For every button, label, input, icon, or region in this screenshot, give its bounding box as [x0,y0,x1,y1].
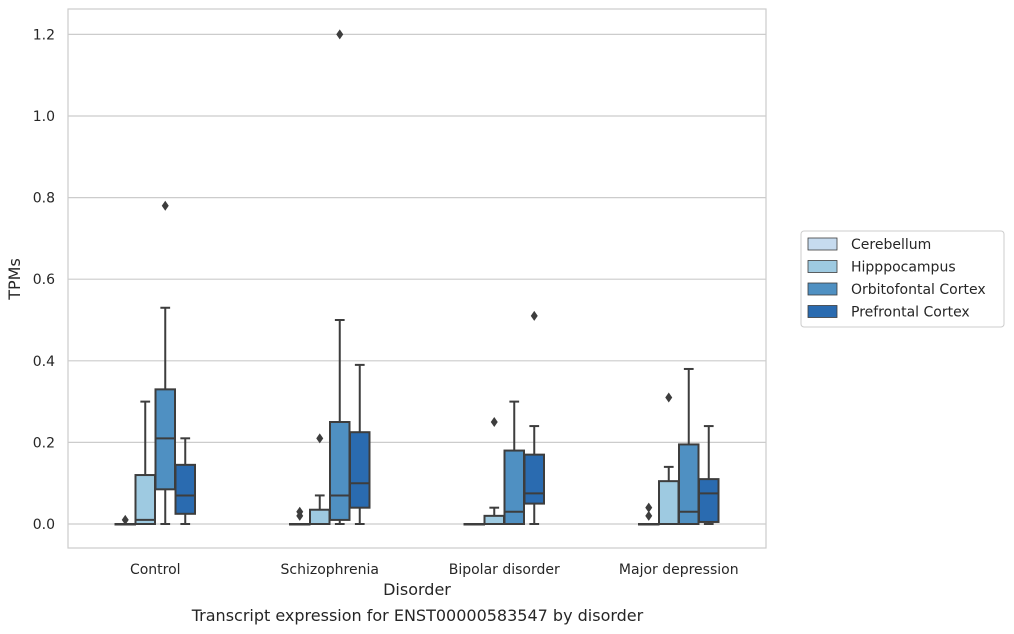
box [154,388,176,491]
y-axis-ticks: 0.0 0.2 0.4 0.6 0.8 1.0 1.2 [33,27,55,533]
box-cerebellum [638,502,660,526]
outlier-point [121,514,129,525]
box-orbitofontal-cortex [154,200,176,525]
box-cerebellum [114,514,136,526]
box-hipppocampus [483,417,505,526]
box [698,478,720,523]
box-cerebellum [289,506,311,526]
y-tick-label: 0.0 [33,517,55,533]
box [483,514,505,526]
box-prefrontal-cortex [698,425,720,525]
x-tick-label: Control [130,562,181,578]
y-tick-label: 0.2 [33,435,55,451]
box-hipppocampus [134,400,156,526]
x-axis-ticks: Control Schizophrenia Bipolar disorder Majo… [130,562,739,578]
box [174,463,196,515]
box-hipppocampus [658,392,680,526]
figure-caption: Transcript expression for ENST0000058354… [191,606,644,625]
legend-swatch [807,237,838,251]
outlier-point [645,510,653,521]
plot-frame [67,8,767,549]
outlier-point [161,200,169,211]
y-tick-label: 1.2 [33,27,55,43]
box-prefrontal-cortex [349,363,371,525]
box-plot-series [114,29,720,526]
legend-swatch [807,305,838,318]
box-cerebellum [463,523,485,526]
legend-label: Hipppocampus [851,260,956,276]
box-orbitofontal-cortex [329,29,351,525]
outlier-point [490,417,498,427]
box [309,508,331,526]
box-prefrontal-cortex [174,437,196,525]
y-tick-label: 0.8 [33,191,55,207]
legend-label: Prefrontal Cortex [851,305,970,321]
legend-swatch [807,282,838,296]
box [349,431,371,509]
outlier-point [336,29,344,40]
legend: Cerebellum Hipppocampus Orbitofontal Corte… [800,230,1005,328]
y-tick-label: 0.6 [33,272,55,288]
x-tick-label: Schizophrenia [281,562,379,578]
box-orbitofontal-cortex [678,367,700,525]
legend-frame [800,230,1005,328]
y-axis-label: TPMs [5,258,24,301]
y-tick-label: 0.4 [33,354,55,370]
outlier-point [316,433,324,444]
outlier-point [296,506,304,517]
box-hipppocampus [309,433,331,526]
outlier-point [665,392,673,403]
box [658,480,680,526]
x-axis-label: Disorder [383,580,451,599]
outlier-point [530,310,538,321]
outlier-point [645,502,653,513]
box [134,474,156,526]
box [329,421,351,521]
box [523,453,545,505]
x-tick-label: Bipolar disorder [449,562,560,578]
box-orbitofontal-cortex [503,400,525,525]
box [503,449,525,525]
box-prefrontal-cortex [523,310,545,525]
y-tick-label: 1.0 [33,109,55,125]
x-tick-label: Major depression [619,562,739,578]
legend-label: Cerebellum [851,237,931,253]
legend-swatch [807,260,838,273]
legend-label: Orbitofontal Cortex [851,282,986,298]
